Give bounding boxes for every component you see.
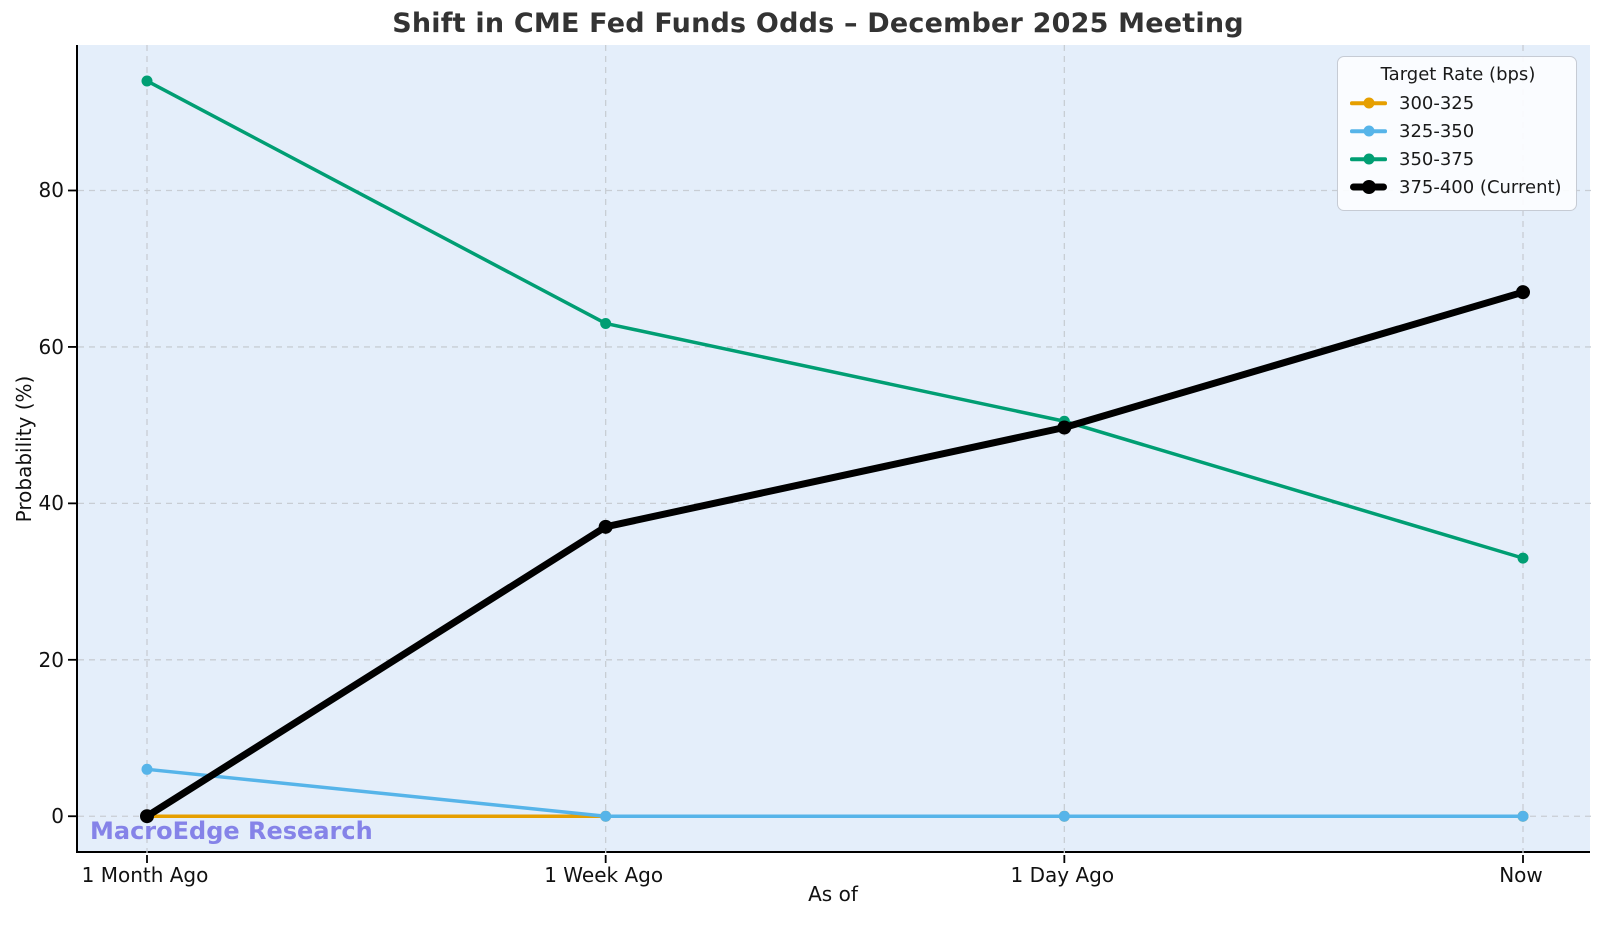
y-tick-label: 40 — [38, 491, 64, 516]
y-tick-label: 0 — [51, 804, 64, 829]
x-tick-label: 1 Week Ago — [544, 863, 664, 887]
legend-title: Target Rate (bps) — [1380, 64, 1536, 85]
y-tick-label: 60 — [38, 334, 64, 359]
legend-item: 325-350 — [1350, 117, 1566, 145]
legend-item-label: 325-350 — [1399, 120, 1475, 142]
legend-item: 375-400 (Current) — [1350, 173, 1566, 201]
legend-line-marker-icon — [1350, 95, 1387, 111]
y-tick-label: 20 — [38, 647, 64, 672]
x-tick-label: 1 Month Ago — [81, 863, 209, 887]
legend-line-marker-icon — [1350, 179, 1387, 195]
watermark: MacroEdge Research — [90, 817, 373, 845]
x-tick-label: Now — [1499, 863, 1543, 887]
x-tick-label: 1 Day Ago — [1010, 863, 1115, 887]
chart-title: Shift in CME Fed Funds Odds – December 2… — [392, 8, 1244, 39]
legend-item: 300-325 — [1350, 89, 1566, 117]
legend-item: 350-375 — [1350, 145, 1566, 173]
plot-area: MacroEdge Research Target Rate (bps) 300… — [68, 45, 1592, 863]
legend: Target Rate (bps) 300-325 325-350 350-37… — [1337, 56, 1577, 211]
y-tick-label: 80 — [38, 178, 64, 203]
legend-line-marker-icon — [1350, 151, 1387, 167]
x-axis-label: As of — [808, 882, 858, 906]
legend-item-label: 350-375 — [1399, 148, 1475, 170]
legend-item-label: 300-325 — [1399, 92, 1475, 114]
legend-item-label: 375-400 (Current) — [1399, 176, 1562, 198]
legend-line-marker-icon — [1350, 123, 1387, 139]
